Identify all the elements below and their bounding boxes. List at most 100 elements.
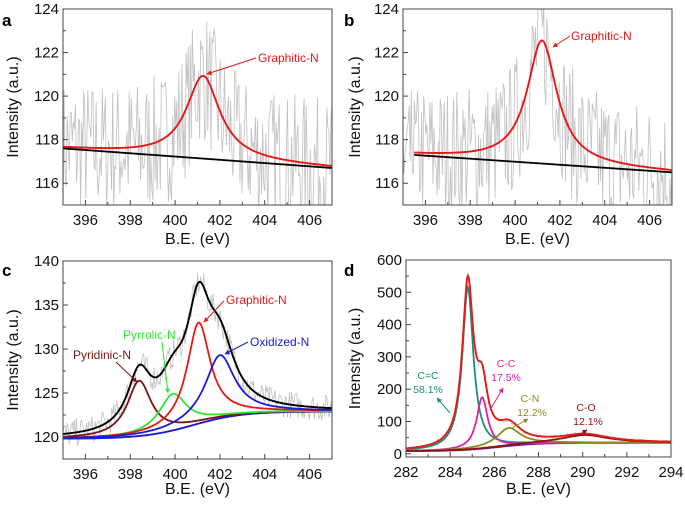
y-tick-label: 400 bbox=[377, 317, 402, 334]
x-axis-title: B.E. (eV) bbox=[505, 231, 570, 248]
plot-frame bbox=[405, 259, 672, 458]
annotation-label: Pyridinic-N bbox=[73, 348, 131, 362]
x-tick-label: 396 bbox=[73, 212, 98, 229]
y-tick-label: 116 bbox=[35, 175, 59, 192]
x-tick-label: 396 bbox=[413, 212, 438, 229]
x-tick-label: 400 bbox=[163, 212, 188, 229]
panel-d: 282 284 286 288 290 292 294 0 100 200 300 400 500 600… bbox=[347, 252, 683, 498]
x-tick-label: 286 bbox=[482, 464, 507, 481]
panel-c: 396 398 400 402 404 406 120 125 130 135 140 B.E. (e… bbox=[5, 253, 333, 498]
annotation-arrow bbox=[574, 429, 588, 438]
annotation-label: Graphitic-N bbox=[258, 51, 319, 65]
raw-data-line bbox=[63, 21, 332, 205]
x-tick-label: 294 bbox=[658, 464, 683, 481]
annotation-arrow bbox=[224, 341, 249, 355]
x-tick-label: 288 bbox=[526, 464, 551, 481]
plot-area bbox=[403, 9, 672, 205]
annotation-arrow bbox=[489, 387, 504, 411]
x-tick-label: 404 bbox=[252, 466, 277, 483]
y-tick-label: 500 bbox=[377, 284, 402, 301]
x-tick-label: 404 bbox=[592, 212, 617, 229]
x-tick-label: 398 bbox=[118, 466, 143, 483]
peak-c-c-line bbox=[406, 284, 671, 451]
x-tick-label: 406 bbox=[297, 212, 322, 229]
y-tick-label: 130 bbox=[34, 341, 59, 358]
annotation-label: C-N bbox=[521, 393, 540, 405]
x-tick-label: 402 bbox=[547, 212, 572, 229]
annotation-label: Oxidized-N bbox=[250, 335, 309, 349]
y-tick-label: 122 bbox=[374, 45, 399, 62]
y-tick-label: 118 bbox=[35, 132, 59, 149]
envelope-line bbox=[63, 280, 332, 435]
x-tick-label: 404 bbox=[252, 212, 277, 229]
x-tick-label: 292 bbox=[614, 464, 639, 481]
x-tick-label: 402 bbox=[207, 466, 232, 483]
x-tick-label: 290 bbox=[570, 464, 595, 481]
plot-area bbox=[63, 273, 332, 446]
x-tick-label: 398 bbox=[118, 212, 143, 229]
x-tick-label: 406 bbox=[637, 212, 662, 229]
annotation-label: C-O bbox=[576, 402, 595, 414]
y-tick-label: 124 bbox=[374, 1, 399, 18]
x-tick-label: 400 bbox=[503, 212, 528, 229]
y-tick-label: 118 bbox=[375, 132, 399, 149]
x-axis-title: B.E. (eV) bbox=[506, 481, 571, 498]
panel-label-a: a bbox=[2, 11, 12, 30]
plot-area bbox=[406, 272, 671, 453]
annotation-percent: 12.2% bbox=[517, 407, 547, 419]
annotation-arrow bbox=[115, 361, 138, 383]
annotation-arrow bbox=[436, 397, 451, 414]
y-tick-label: 135 bbox=[34, 297, 59, 314]
y-tick-label: 120 bbox=[34, 429, 59, 446]
envelope-line bbox=[406, 273, 671, 450]
raw-data-line bbox=[406, 272, 671, 450]
y-tick-label: 0 bbox=[394, 446, 402, 463]
y-tick-label: 125 bbox=[34, 385, 59, 402]
annotation-label: Graphitic-N bbox=[226, 293, 287, 307]
panel-label-c: c bbox=[2, 261, 11, 280]
annotation-arrow bbox=[552, 35, 571, 48]
x-tick-label: 400 bbox=[163, 466, 188, 483]
y-tick-label: 116 bbox=[375, 175, 399, 192]
y-tick-label: 600 bbox=[377, 252, 402, 269]
y-tick-label: 200 bbox=[377, 381, 402, 398]
x-tick-label: 396 bbox=[73, 466, 98, 483]
raw-data-line bbox=[403, 9, 672, 205]
x-tick-label: 282 bbox=[393, 464, 418, 481]
y-axis-title: Intensity (a.u.) bbox=[347, 56, 364, 157]
x-tick-label: 406 bbox=[297, 466, 322, 483]
y-tick-label: 120 bbox=[374, 88, 399, 105]
y-axis-title: Intensity (a.u.) bbox=[5, 56, 22, 157]
annotation-percent: 58.1% bbox=[413, 384, 443, 396]
y-tick-label: 100 bbox=[377, 413, 402, 430]
y-tick-label: 122 bbox=[34, 45, 59, 62]
x-tick-label: 284 bbox=[438, 464, 463, 481]
plot-area bbox=[63, 21, 332, 205]
y-tick-label: 300 bbox=[377, 349, 402, 366]
background-line bbox=[414, 154, 672, 174]
annotation-percent: 17.5% bbox=[491, 372, 521, 384]
panel-a: 396 398 400 402 404 406 116 118 120 122 124 B.E. (e… bbox=[5, 1, 333, 248]
y-tick-label: 140 bbox=[34, 253, 59, 270]
annotation-label: Graphitic-N bbox=[571, 29, 632, 43]
annotation-arrow bbox=[511, 418, 529, 429]
annotation-percent: 12.1% bbox=[573, 416, 603, 428]
annotation-arrow bbox=[161, 341, 170, 394]
annotation-label: C-C bbox=[497, 358, 516, 370]
panel-label-b: b bbox=[344, 11, 354, 30]
y-axis-title: Intensity (a.u.) bbox=[5, 309, 22, 410]
x-tick-label: 398 bbox=[458, 212, 483, 229]
envelope-line bbox=[414, 39, 672, 171]
panel-label-d: d bbox=[344, 261, 354, 280]
x-tick-label: 402 bbox=[207, 212, 232, 229]
background-line bbox=[63, 147, 332, 169]
annotation-arrow bbox=[206, 57, 257, 75]
y-axis-title: Intensity (a.u.) bbox=[347, 308, 364, 409]
panel-b: 396 398 400 402 404 406 116 118 120 122 124 B.E. (e… bbox=[347, 1, 673, 248]
envelope-line bbox=[63, 74, 332, 167]
x-axis-title: B.E. (eV) bbox=[165, 231, 230, 248]
annotation-label: Pyrrolic-N bbox=[123, 328, 176, 342]
peak-oxidized-n-line bbox=[63, 354, 332, 439]
annotation-arrow bbox=[203, 300, 225, 323]
